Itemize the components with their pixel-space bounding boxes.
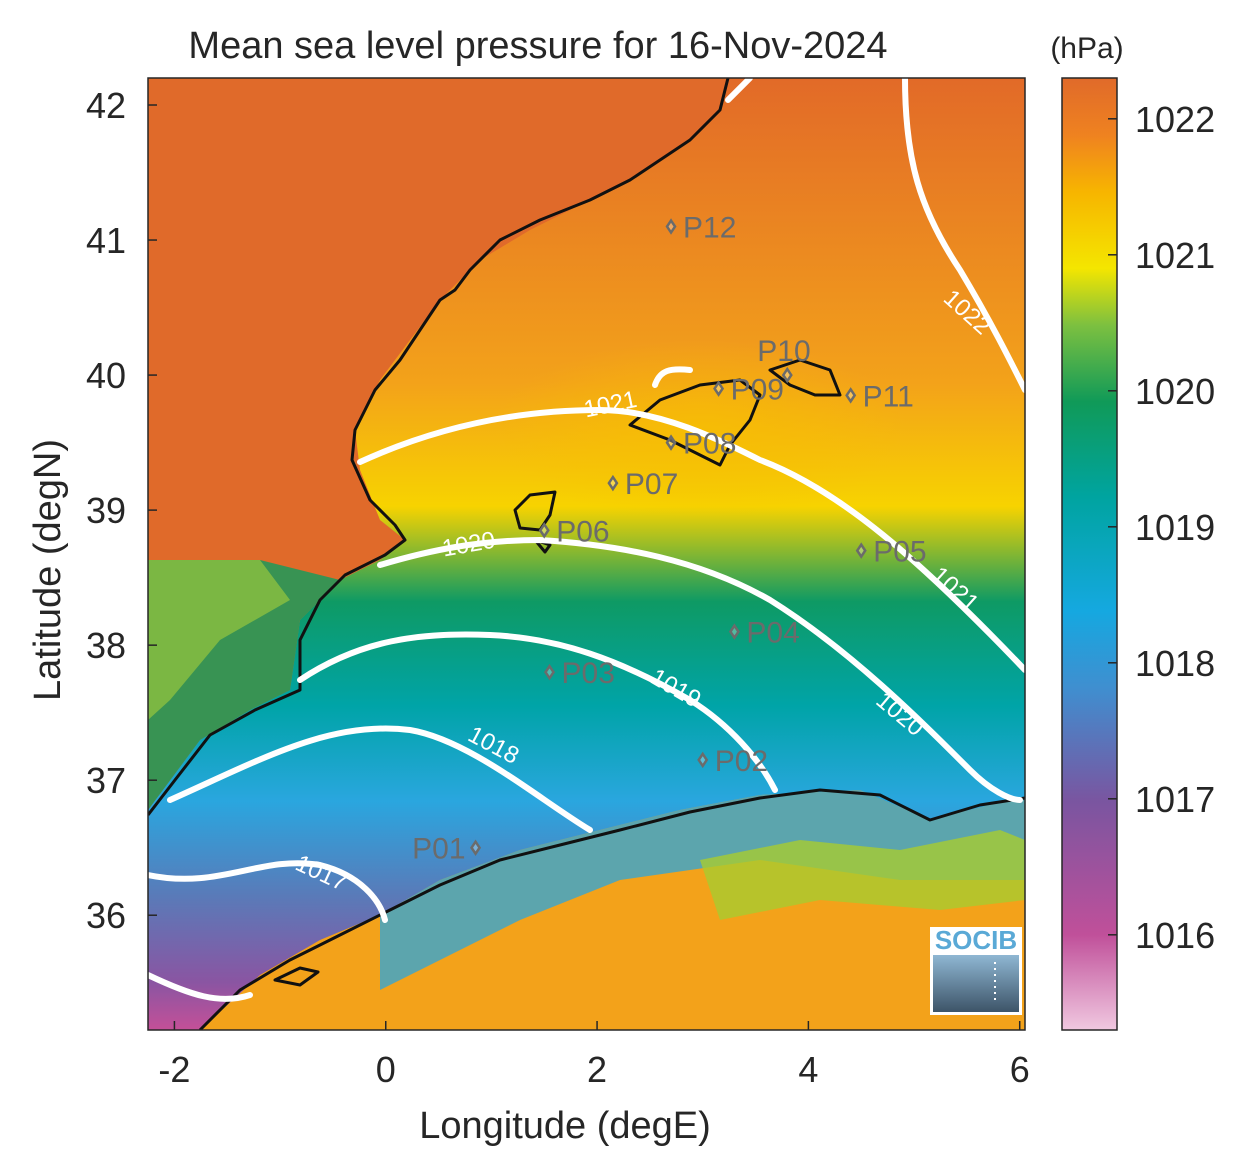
colorbar-tick-label: 1018 <box>1135 643 1215 684</box>
station-marker <box>470 839 482 856</box>
contour-1022-top <box>725 78 753 103</box>
colorbar-tick-label: 1019 <box>1135 507 1215 548</box>
x-axis-label: Longitude (degE) <box>419 1105 711 1147</box>
station-label: P04 <box>746 617 799 650</box>
station-marker <box>728 623 740 640</box>
colorbar-tick-label: 1017 <box>1135 779 1215 820</box>
contour-1019 <box>297 631 778 793</box>
chart-title: Mean sea level pressure for 16-Nov-2024 <box>188 25 887 67</box>
contour-1021 <box>357 407 1025 673</box>
x-tick-label: -2 <box>158 1049 190 1090</box>
station-label: P09 <box>731 374 784 407</box>
y-tick-label: 38 <box>86 625 126 666</box>
colorbar-tick-label: 1020 <box>1135 371 1215 412</box>
station-label: P07 <box>625 468 678 501</box>
station-label: P10 <box>757 335 810 368</box>
colorbar-tick-label: 1016 <box>1135 915 1215 956</box>
plot-frame <box>147 77 1026 1031</box>
station-marker <box>538 522 550 539</box>
y-tick-label: 40 <box>86 355 126 396</box>
logo-text: SOCIB <box>935 925 1017 955</box>
contour-1022 <box>902 78 1025 393</box>
y-axis-ticks: 42 41 40 39 38 37 36 <box>86 85 157 936</box>
x-tick-label: 4 <box>798 1049 818 1090</box>
station-marker <box>665 434 677 451</box>
station-marker <box>845 387 857 404</box>
station-label: P08 <box>683 428 736 461</box>
land-africa-low <box>380 790 1025 990</box>
y-tick-label: 37 <box>86 760 126 801</box>
y-axis-label: Latitude (degN) <box>27 439 69 701</box>
station-label: P12 <box>683 212 736 245</box>
station-marker <box>697 751 709 769</box>
x-tick-label: 6 <box>1010 1049 1030 1090</box>
colorbar: (hPa) 1022 1021 1020 1019 1018 1017 1016 <box>1050 32 1215 1031</box>
y-tick-label: 42 <box>86 85 126 126</box>
colorbar-tick-label: 1022 <box>1135 99 1215 140</box>
colorbar-ticks: 1022 1021 1020 1019 1018 1017 1016 <box>1108 99 1215 956</box>
station-label: P03 <box>562 657 615 690</box>
island-ibiza <box>513 490 557 532</box>
contour-1021-mallorca <box>652 366 693 388</box>
x-axis-ticks: -2 0 2 4 6 <box>158 1021 1030 1090</box>
coastline-iberia <box>148 78 730 816</box>
station-marker <box>544 663 556 681</box>
contour-1017 <box>148 860 388 923</box>
colorbar-gradient <box>1061 77 1118 1031</box>
station-label: P01 <box>412 833 465 866</box>
station-marker <box>665 218 677 235</box>
station-marker <box>607 474 619 492</box>
x-tick-label: 0 <box>376 1049 396 1090</box>
station-marker <box>855 542 867 559</box>
station-marker <box>713 380 725 397</box>
logo-wave <box>933 955 1019 1012</box>
station-label: P05 <box>873 536 926 569</box>
y-tick-label: 36 <box>86 895 126 936</box>
station-marker <box>781 366 793 384</box>
colorbar-unit: (hPa) <box>1050 32 1123 65</box>
contour-1016 <box>148 972 253 1002</box>
station-label: P11 <box>863 380 914 413</box>
y-tick-label: 39 <box>86 490 126 531</box>
land-africa-mid <box>700 830 1025 920</box>
x-tick-label: 2 <box>587 1049 607 1090</box>
colorbar-tick-label: 1021 <box>1135 235 1215 276</box>
contour-1018 <box>167 725 593 833</box>
station-label: P02 <box>715 745 768 778</box>
island-mallorca <box>628 378 762 467</box>
island-alboran <box>273 966 320 987</box>
island-menorca <box>768 358 842 397</box>
station-label: P06 <box>556 515 609 548</box>
y-tick-label: 41 <box>86 220 126 261</box>
socib-logo: SOCIB <box>930 925 1022 1015</box>
contour-1020 <box>377 537 1023 803</box>
land-iberia-hills <box>148 560 290 720</box>
coastline-africa <box>198 788 1025 1030</box>
